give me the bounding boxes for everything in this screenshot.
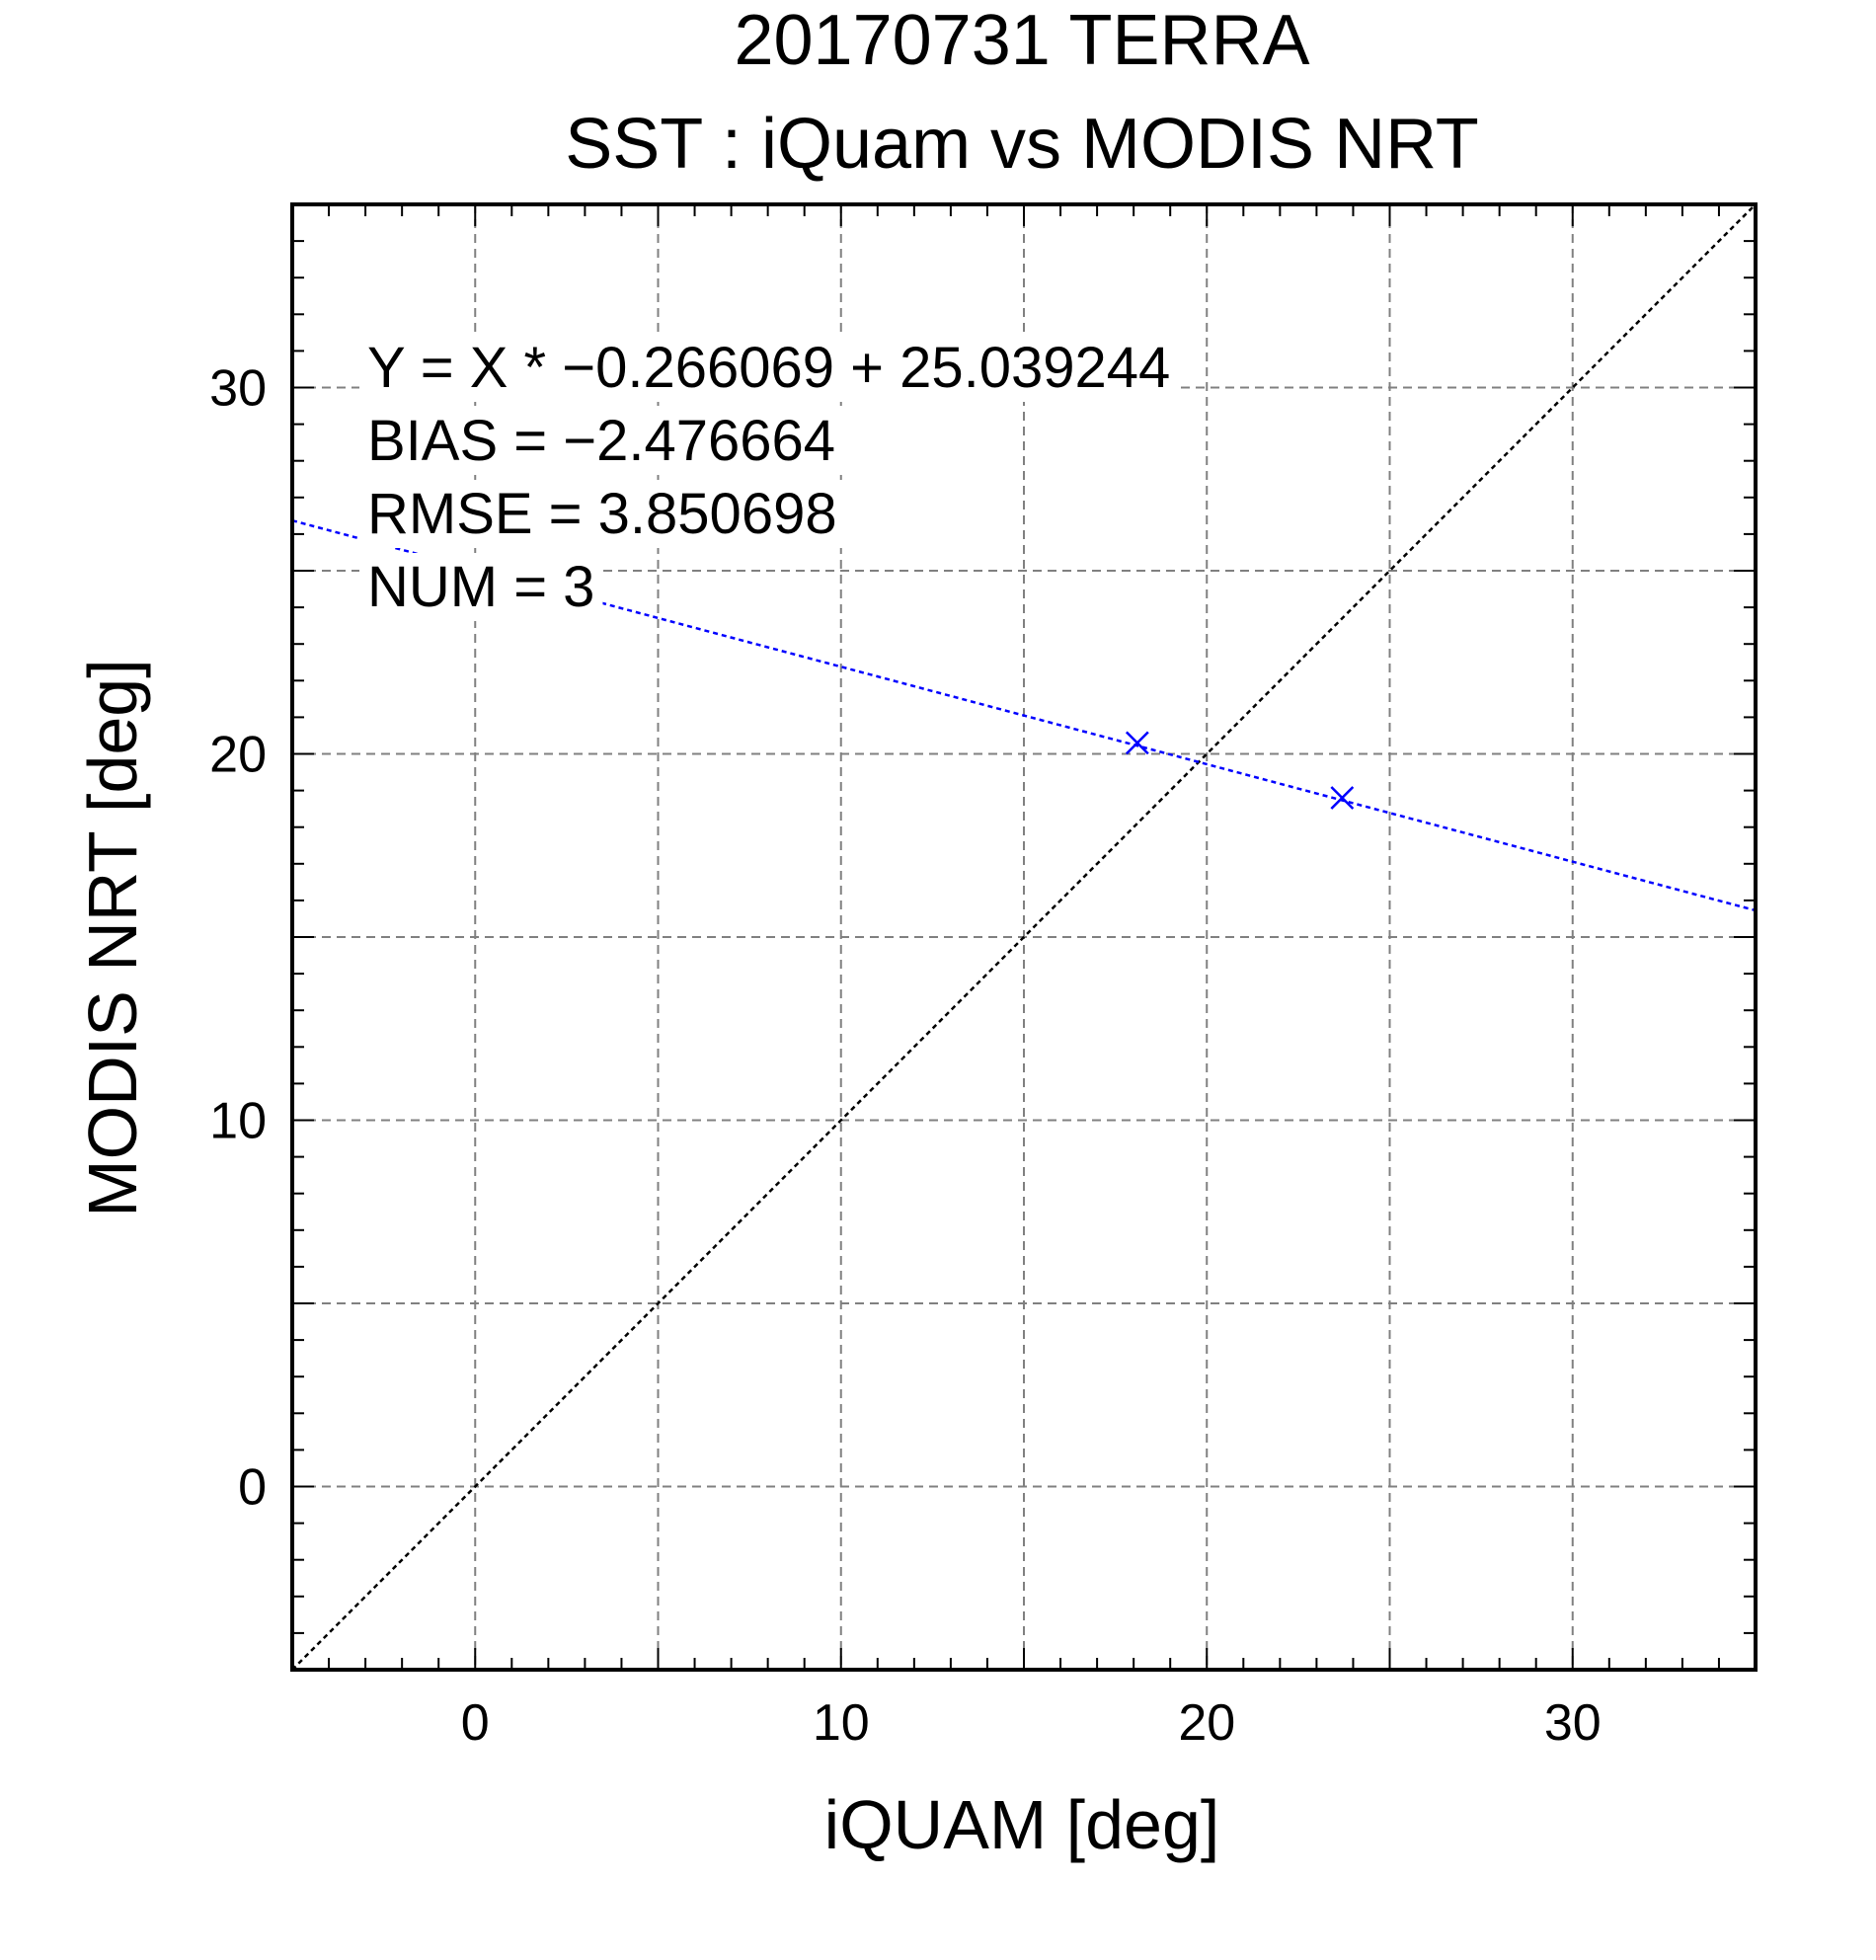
- y-tick-label: 10: [209, 1093, 267, 1150]
- chart-title: 20170731 TERRA: [734, 1, 1309, 80]
- stat-background: [359, 480, 845, 548]
- x-tick-label: 30: [1544, 1694, 1602, 1752]
- stat-background: [359, 407, 844, 475]
- data-point-stroke: [1125, 731, 1149, 755]
- plot-frame: [290, 202, 1758, 1672]
- y-tick-label: 30: [209, 360, 267, 418]
- x-tick-label: 20: [1178, 1694, 1235, 1752]
- stat-regression: Y = X * −0.266069 + 25.039244: [367, 336, 1170, 400]
- data-point: [1125, 731, 1149, 755]
- data-point: [1330, 786, 1355, 810]
- stat-rmse: RMSE = 3.850698: [367, 482, 837, 546]
- x-tick-label: 0: [461, 1694, 490, 1752]
- x-tick-label: 10: [813, 1694, 870, 1752]
- y-tick-labels: 0 10 20 30: [209, 360, 267, 1517]
- x-tick-labels: 0 10 20 30: [461, 1694, 1602, 1752]
- stat-background: [359, 334, 1179, 402]
- y-axis-label: MODIS NRT [deg]: [74, 659, 151, 1216]
- chart-subtitle: SST : iQuam vs MODIS NRT: [565, 105, 1479, 184]
- data-points: [1125, 731, 1355, 810]
- y-tick-label: 0: [238, 1459, 267, 1517]
- stat-background: [359, 553, 603, 621]
- statistics-box: Y = X * −0.266069 + 25.039244 BIAS = −2.…: [367, 336, 1170, 619]
- y-tick-label: 20: [209, 727, 267, 784]
- x-axis-label: iQUAM [deg]: [824, 1786, 1220, 1863]
- stat-bias: BIAS = −2.476664: [367, 409, 835, 473]
- stat-num: NUM = 3: [367, 555, 594, 619]
- identity-line: [292, 204, 1756, 1670]
- data-point-stroke: [1330, 786, 1355, 810]
- stat-backgrounds: [359, 334, 1179, 621]
